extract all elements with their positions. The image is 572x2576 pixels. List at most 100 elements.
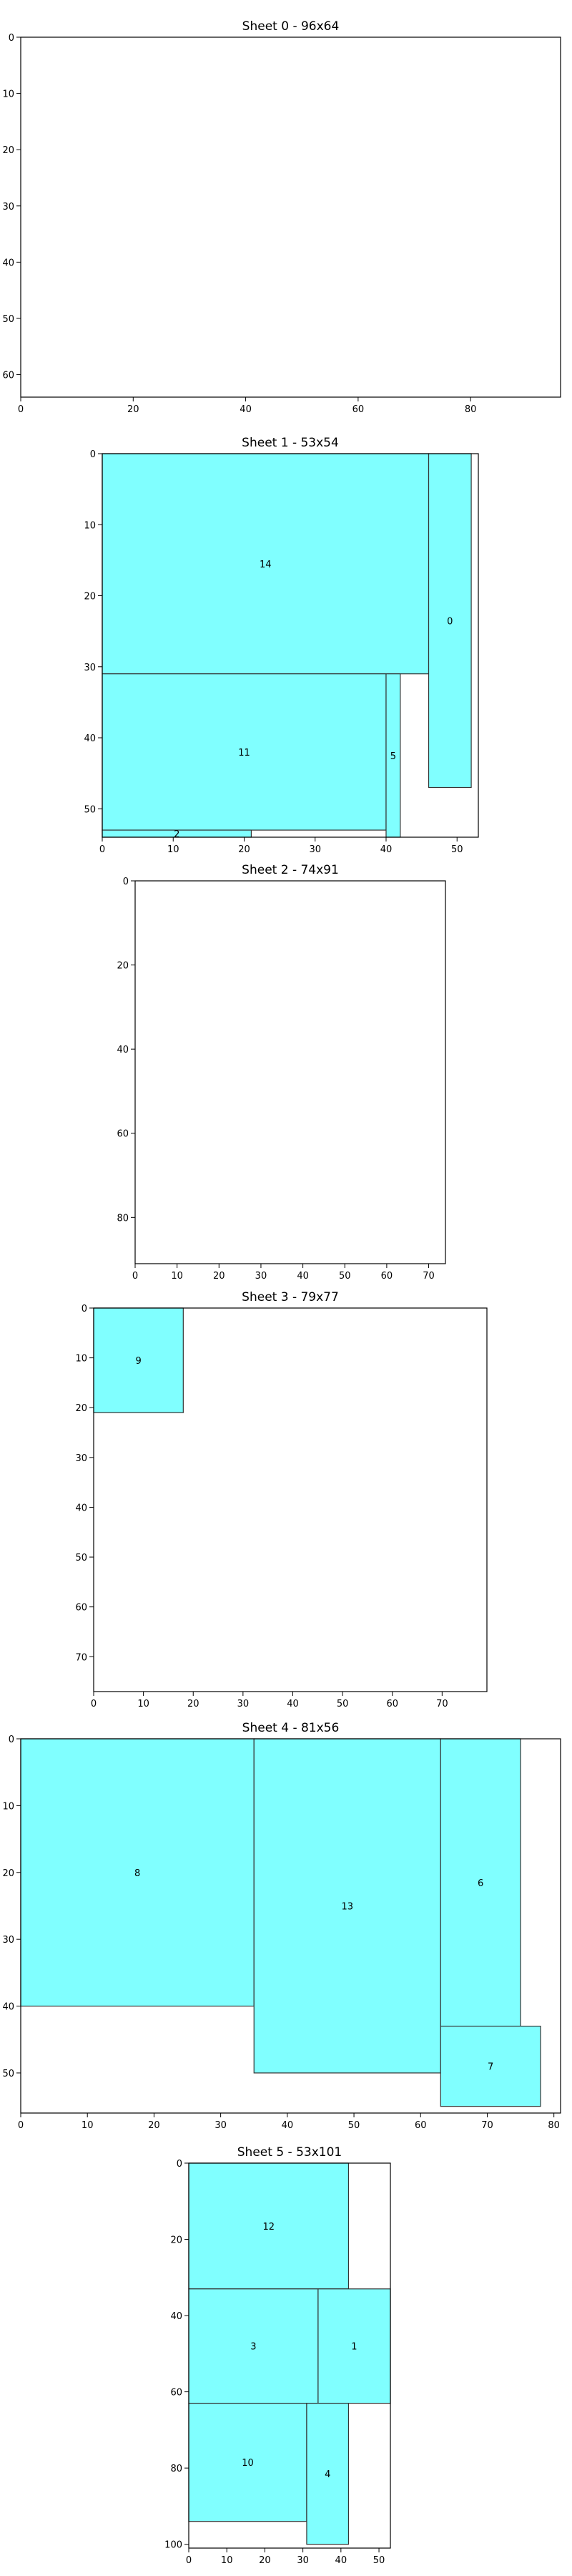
- y-tick-label: 0: [123, 877, 129, 887]
- piece-label-3: 3: [250, 2342, 256, 2353]
- x-tick-label: 10: [221, 2555, 233, 2566]
- piece-rect-7: [440, 2025, 541, 2107]
- x-tick-label: 0: [132, 1271, 138, 1282]
- axes-frame: [134, 880, 446, 1264]
- y-tick-label: 50: [75, 1553, 87, 1563]
- axes-frame: [20, 1738, 561, 2114]
- piece-label-1: 1: [351, 2342, 357, 2353]
- x-tick-label: 50: [451, 844, 463, 855]
- y-tick-label: 0: [9, 33, 14, 44]
- y-tick-label: 70: [75, 1652, 87, 1663]
- x-tick-label: 0: [18, 404, 24, 415]
- y-tick-label: 40: [170, 2311, 182, 2322]
- x-tick-label: 60: [352, 404, 365, 415]
- sheet-panel-3: Sheet 3 - 79x77 9 0 10 20 30 40 50 60 70 0 10 20 30 40…: [75, 1290, 488, 1709]
- x-tick-label: 30: [309, 844, 321, 855]
- x-tick-label: 0: [91, 1699, 97, 1709]
- y-tick-label: 30: [75, 1453, 87, 1464]
- x-tick-label: 50: [348, 2120, 360, 2131]
- x-tick-label: 20: [259, 2555, 271, 2566]
- x-tick-label: 40: [287, 1699, 299, 1709]
- y-tick-label: 50: [2, 314, 14, 325]
- axes-frame: [93, 1307, 488, 1692]
- axes-frame: [188, 2162, 391, 2549]
- piece-rect-0: [428, 453, 472, 789]
- y-tick-label: 30: [2, 202, 14, 213]
- sheet-panel-0: Sheet 0 - 96x64 0 20 40 60 80 0 10 20 30 40 50 60: [2, 19, 561, 415]
- y-tick-label: 40: [117, 1045, 129, 1055]
- piece-label-9: 9: [136, 1356, 142, 1367]
- x-tick-label: 30: [237, 1699, 250, 1709]
- x-tick-label: 10: [82, 2120, 94, 2131]
- y-tick-label: 10: [2, 89, 14, 100]
- x-tick-label: 70: [436, 1699, 448, 1709]
- x-tick-label: 40: [282, 2120, 294, 2131]
- piece-label-5: 5: [390, 751, 396, 762]
- y-tick-label: 50: [2, 2069, 14, 2079]
- piece-label-10: 10: [242, 2458, 254, 2469]
- sheet-panel-2: Sheet 2 - 74x91 0 10 20 30 40 50 60 70 0 20 40 60 80: [117, 863, 446, 1282]
- y-tick-label: 40: [75, 1503, 87, 1513]
- y-tick-label: 10: [84, 520, 96, 531]
- piece-label-11: 11: [238, 748, 250, 758]
- x-tick-label: 10: [167, 844, 179, 855]
- x-tick-label: 0: [99, 844, 105, 855]
- x-tick-label: 80: [465, 404, 477, 415]
- x-tick-label: 20: [238, 844, 250, 855]
- sheet-title: Sheet 5 - 53x101: [237, 2145, 342, 2160]
- x-tick-label: 30: [214, 2120, 227, 2131]
- y-tick-label: 20: [84, 592, 96, 602]
- x-tick-label: 20: [213, 1271, 225, 1282]
- y-tick-label: 40: [2, 258, 14, 268]
- y-tick-label: 20: [170, 2235, 182, 2246]
- piece-rect-10: [188, 2402, 307, 2522]
- x-tick-label: 40: [380, 844, 393, 855]
- y-tick-label: 30: [2, 1935, 14, 1946]
- piece-rect-11: [102, 673, 387, 831]
- x-tick-label: 40: [240, 404, 252, 415]
- piece-rect-13: [253, 1738, 441, 2074]
- x-tick-label: 50: [373, 2555, 385, 2566]
- x-tick-label: 30: [255, 1271, 267, 1282]
- piece-label-7: 7: [488, 2062, 493, 2073]
- piece-label-14: 14: [260, 560, 272, 570]
- x-tick-label: 40: [297, 1271, 309, 1282]
- y-tick-label: 0: [177, 2159, 182, 2170]
- x-tick-label: 50: [339, 1271, 351, 1282]
- piece-label-2: 2: [174, 829, 179, 840]
- y-tick-label: 40: [84, 733, 96, 744]
- y-tick-label: 50: [84, 804, 96, 815]
- x-tick-label: 10: [171, 1271, 183, 1282]
- piece-label-4: 4: [325, 2469, 330, 2480]
- x-tick-label: 60: [386, 1699, 398, 1709]
- x-tick-label: 20: [187, 1699, 199, 1709]
- x-tick-label: 50: [337, 1699, 349, 1709]
- y-tick-label: 10: [2, 1801, 14, 1812]
- y-tick-label: 0: [82, 1304, 87, 1314]
- y-tick-label: 20: [2, 145, 14, 156]
- y-tick-label: 100: [164, 2540, 182, 2551]
- piece-label-0: 0: [447, 616, 453, 627]
- y-tick-label: 20: [2, 1868, 14, 1879]
- y-tick-label: 60: [75, 1603, 87, 1614]
- sheet-title: Sheet 4 - 81x56: [242, 1721, 340, 1735]
- y-tick-label: 10: [75, 1354, 87, 1365]
- y-tick-label: 20: [75, 1403, 87, 1414]
- x-tick-label: 0: [186, 2555, 192, 2566]
- piece-label-13: 13: [341, 1901, 353, 1912]
- sheet-title: Sheet 3 - 79x77: [242, 1290, 339, 1304]
- piece-rect-9: [93, 1307, 184, 1413]
- piece-label-12: 12: [262, 2222, 275, 2233]
- y-tick-label: 20: [117, 961, 129, 972]
- y-tick-label: 0: [9, 1735, 14, 1745]
- piece-rect-8: [20, 1738, 255, 2007]
- y-tick-label: 0: [90, 449, 96, 460]
- piece-label-8: 8: [134, 1868, 140, 1879]
- piece-rect-4: [306, 2402, 350, 2545]
- piece-rect-12: [188, 2162, 350, 2290]
- x-tick-label: 40: [335, 2555, 347, 2566]
- y-tick-label: 60: [2, 371, 14, 381]
- x-tick-label: 70: [481, 2120, 493, 2131]
